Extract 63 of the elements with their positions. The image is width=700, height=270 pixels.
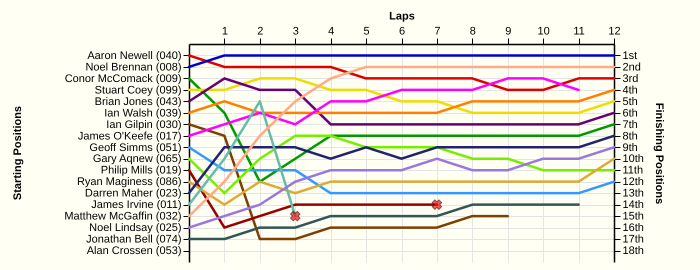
line-series (188, 54, 616, 92)
category-label: Alan Crossen (053) (86, 245, 182, 258)
line-series (188, 77, 616, 126)
y2-tick-label: 10th (622, 153, 644, 166)
category-label: Matthew McGaffin (032) (64, 210, 182, 223)
y2-tick-label: 9th (622, 142, 638, 154)
category-label: James O'Keefe (017) (78, 130, 182, 142)
y2-axis-title: Finishing Positions (652, 102, 665, 204)
category-label: Gary Aqnew (065) (92, 153, 182, 166)
y2-tick-label: 1st (622, 50, 638, 62)
text: Starting Positions (12, 106, 24, 200)
category-label: James Irvine (011) (91, 199, 182, 212)
category-label: Jonathan Bell (074) (86, 234, 182, 246)
y2-tick-label: 3rd (622, 72, 638, 85)
category-label: Darren Maher (023) (84, 188, 182, 200)
category-label: Aaron Newell (040) (87, 50, 182, 62)
category-label: Brian Jones (043) (94, 96, 182, 108)
y2-tick-label: 4th (622, 84, 638, 96)
category-label: Ian Gilpin (030) (106, 118, 182, 131)
line-series (188, 146, 616, 229)
line-series (188, 146, 616, 194)
y2-tick-label: 14th (622, 199, 644, 212)
line-series (188, 66, 616, 218)
x-tick-label: 8 (470, 26, 476, 38)
line-series (188, 203, 580, 240)
x-tick-label: 10 (538, 26, 550, 38)
line-series (188, 77, 616, 114)
category-label: Ian Walsh (039) (104, 107, 182, 120)
y2-tick-label: 11th (622, 164, 644, 177)
category-label: Conor McComack (009) (64, 72, 182, 85)
line-series (188, 77, 616, 183)
x-tick-label: 11 (573, 26, 585, 38)
x-tick-label: 6 (398, 26, 406, 38)
category-label: Stuart Coey (099) (94, 84, 182, 96)
y2-tick-label: 8th (622, 130, 638, 142)
y2-tick-label: 6th (622, 107, 638, 120)
y2-tick-label: 16th (622, 222, 644, 234)
y2-tick-label: 7th (622, 118, 638, 131)
x-tick-label: 12 (608, 26, 621, 38)
category-label: Philip Mills (019) (100, 164, 182, 177)
y2-tick-label: 5th (622, 96, 638, 108)
line-series (188, 77, 580, 138)
x-axis-title: Laps (389, 10, 415, 22)
x-tick-label: 9 (505, 26, 512, 38)
y2-tick-label: 12th (622, 176, 644, 188)
y2-tick-label: 17th (622, 234, 644, 246)
y2-tick-label: 18th (622, 245, 644, 258)
line-series (188, 123, 509, 240)
y2-tick-label: 13th (622, 188, 644, 200)
line-series (188, 157, 616, 206)
x-tick-label: 2 (257, 26, 264, 38)
y2-tick-label: 2nd (622, 61, 641, 74)
line-series (188, 134, 616, 194)
y2-tick-label: 15th (622, 210, 644, 223)
x-tick-label: 7 (434, 26, 440, 38)
category-label: Ryan Maginess (086) (76, 176, 182, 188)
x-tick-label: 3 (292, 26, 299, 38)
x-tick-label: 5 (364, 26, 370, 38)
category-label: Geoff Simms (051) (89, 142, 182, 154)
category-label: Noel Lindsay (025) (89, 222, 182, 234)
x-tick-label: 4 (328, 26, 334, 38)
x-tick-label: 1 (222, 26, 228, 38)
category-label: Noel Brennan (008) (85, 61, 182, 74)
